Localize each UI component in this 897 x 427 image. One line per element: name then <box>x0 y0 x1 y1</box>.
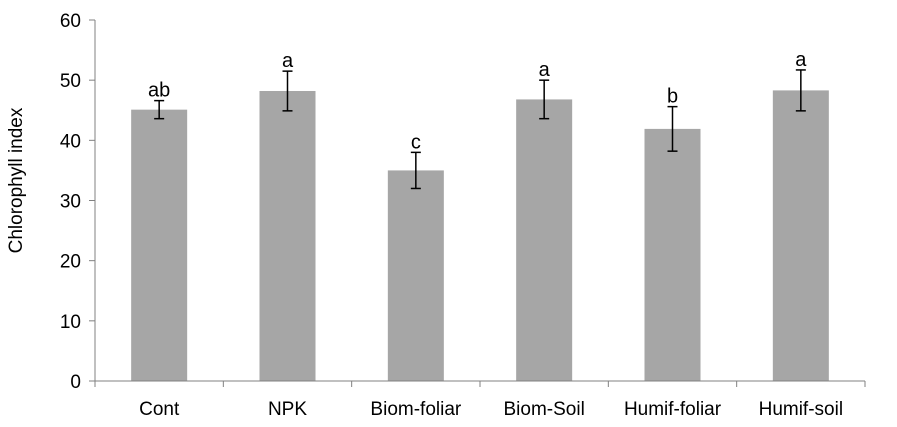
y-tick-label: 30 <box>60 192 81 213</box>
bars <box>131 90 829 382</box>
y-tick-label: 50 <box>60 71 81 92</box>
significance-letter: a <box>795 49 807 71</box>
x-category-label: Cont <box>139 399 180 420</box>
bar-biom-soil <box>516 99 573 382</box>
significance-letter: a <box>282 50 294 72</box>
error-bar <box>539 79 550 120</box>
significance-letter: ab <box>148 80 170 102</box>
error-bar <box>282 70 293 112</box>
error-bar <box>154 99 165 120</box>
x-category-label: Biom-foliar <box>370 399 461 420</box>
y-tick-label: 20 <box>60 252 81 273</box>
error-bar <box>795 69 806 112</box>
bar-cont <box>131 109 188 382</box>
significance-letter: c <box>411 131 421 153</box>
x-axis-ticks: Cont NPK Biom-foliar Biom-Soil Humif-foliar H… <box>94 381 866 420</box>
y-tick-label: 60 <box>60 11 81 32</box>
bar-biom-foliar <box>387 170 444 381</box>
y-tick-label: 0 <box>70 372 81 393</box>
x-category-label: Biom-Soil <box>504 399 585 420</box>
error-bars <box>154 69 806 190</box>
y-tick-label: 40 <box>60 131 81 152</box>
y-axis-ticks: 0 10 20 30 40 50 60 <box>60 11 95 393</box>
significance-letter: b <box>667 86 678 108</box>
y-tick-label: 10 <box>60 312 81 333</box>
y-axis-title: Chlorophyll index <box>6 107 27 253</box>
error-bar <box>667 105 678 152</box>
error-bar <box>410 151 421 190</box>
bar-npk <box>259 90 316 381</box>
x-category-label: NPK <box>268 399 307 420</box>
significance-letter: a <box>539 59 551 81</box>
bar-humif-soil <box>772 90 829 382</box>
x-category-label: Humif-foliar <box>624 399 722 420</box>
bar-humif-foliar <box>644 128 701 381</box>
x-category-label: Humif-soil <box>759 399 843 420</box>
